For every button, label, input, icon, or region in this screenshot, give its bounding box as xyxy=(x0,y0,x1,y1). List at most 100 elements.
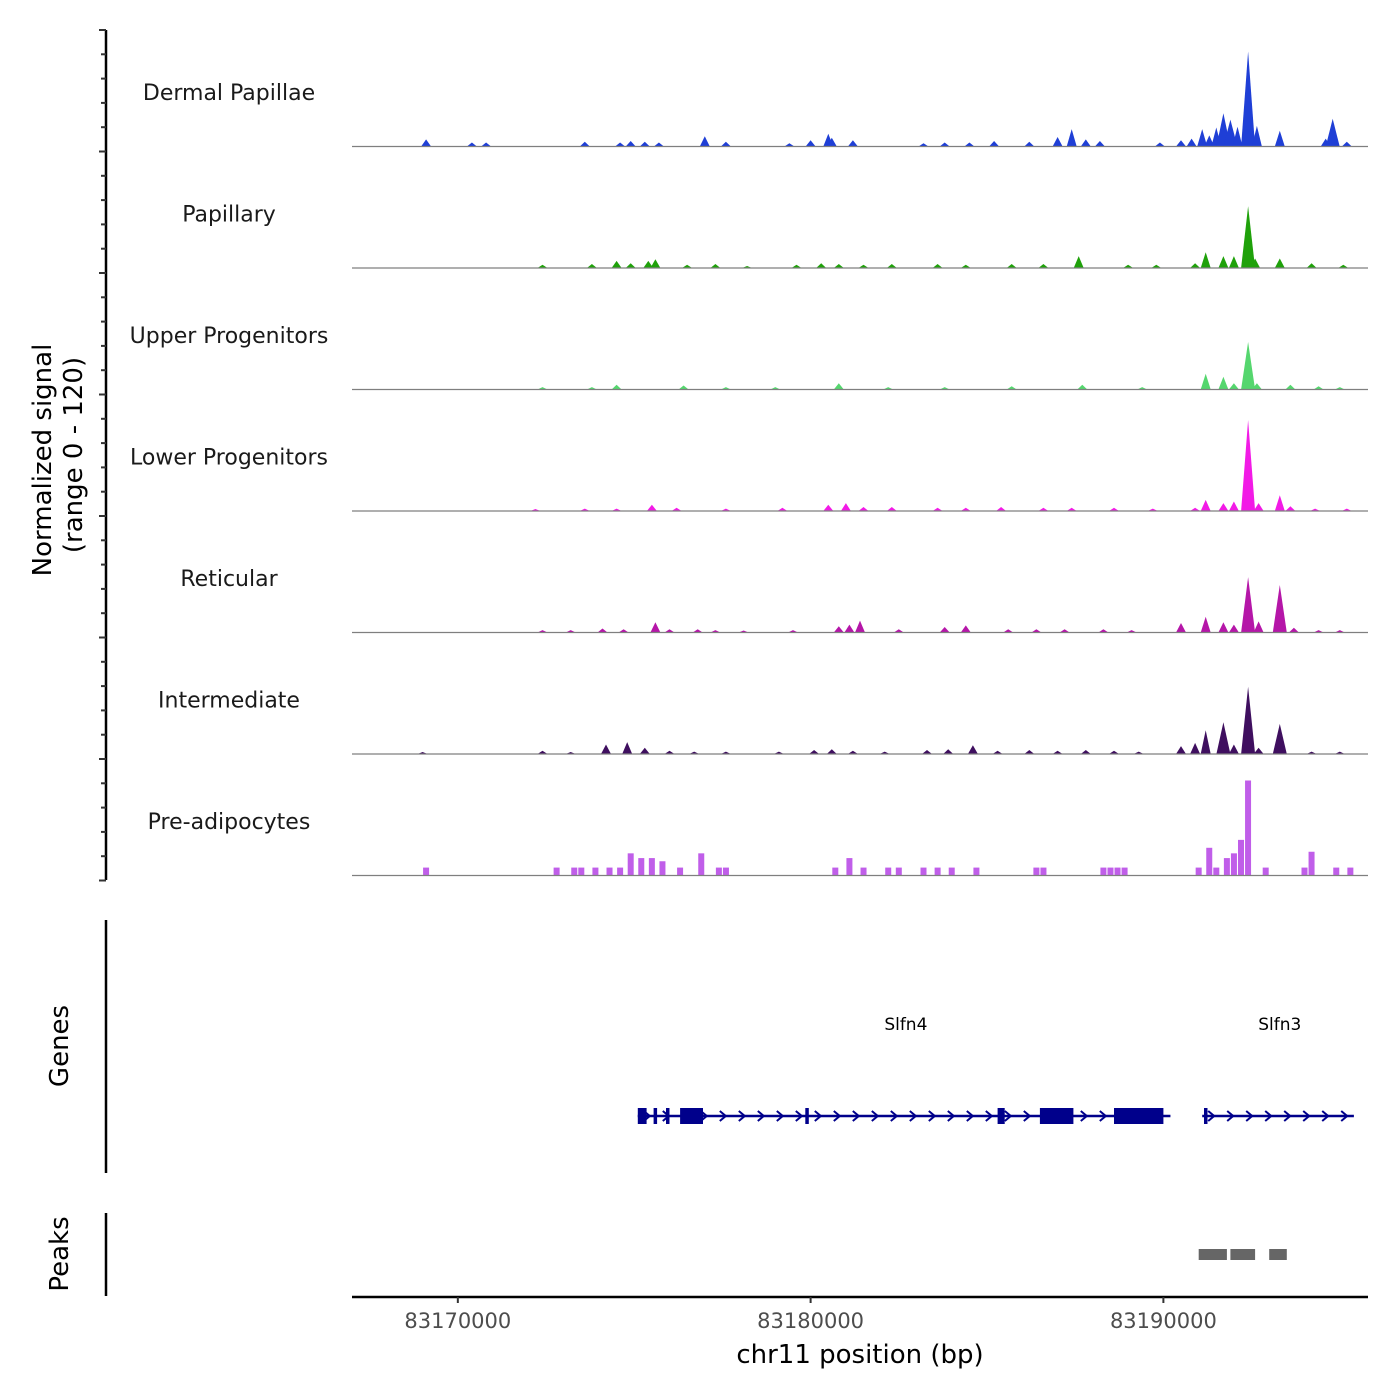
strand-arrow xyxy=(814,1110,823,1122)
signal-peak xyxy=(1077,384,1088,390)
signal-peak xyxy=(809,750,820,754)
coverage-tracks: Dermal Papillae Papillary Upper Progenitor… xyxy=(130,51,1368,877)
gene-exon xyxy=(653,1108,658,1124)
signal-peak xyxy=(1313,386,1324,390)
signal-peak xyxy=(1228,501,1239,511)
signal-peak xyxy=(805,140,816,147)
signal-peak xyxy=(1218,376,1229,390)
signal-peak xyxy=(1031,629,1042,633)
strand-arrow xyxy=(776,1110,785,1122)
signal-peak xyxy=(1241,206,1256,268)
signal-peak xyxy=(1094,141,1105,147)
signal-bar xyxy=(1033,867,1040,876)
signal-peak xyxy=(682,264,693,268)
gene-exon xyxy=(1204,1108,1208,1124)
signal-bar xyxy=(1213,867,1220,876)
signal-peak xyxy=(481,142,492,147)
strand-arrow xyxy=(833,1110,842,1122)
signal-peak xyxy=(833,626,844,633)
signal-peak xyxy=(964,142,975,147)
signal-peak xyxy=(650,259,661,268)
signal-peak xyxy=(960,625,971,633)
signal-bar xyxy=(1333,867,1340,876)
track-dermal-papillae: Dermal Papillae xyxy=(143,51,1368,148)
signal-peak xyxy=(1253,747,1264,754)
signal-peak xyxy=(1059,629,1070,633)
signal-peak xyxy=(1176,623,1186,633)
signal-peak xyxy=(597,628,608,633)
signal-peak xyxy=(1038,507,1049,511)
signal-bar xyxy=(973,867,980,876)
signal-peak xyxy=(858,507,869,511)
signal-peak xyxy=(1251,383,1262,390)
signal-peak xyxy=(893,629,904,633)
strand-arrow xyxy=(985,1110,994,1122)
signal-peak xyxy=(1052,137,1063,147)
signal-peak xyxy=(939,142,950,147)
track-upper-progenitors: Upper Progenitors xyxy=(130,324,1368,391)
signal-peak xyxy=(1200,252,1211,268)
gene-exon xyxy=(1114,1108,1164,1124)
signal-peak xyxy=(537,750,548,754)
strand-arrow xyxy=(1245,1110,1254,1122)
signal-peak xyxy=(1228,744,1239,754)
signal-bar xyxy=(1238,839,1244,876)
y-axis-title: Normalized signal (range 0 - 120) xyxy=(28,344,89,577)
track-papillary: Papillary xyxy=(182,203,1368,269)
strand-arrow xyxy=(1023,1110,1032,1122)
track-label: Lower Progenitors xyxy=(130,446,328,471)
signal-bar xyxy=(578,867,585,876)
signal-peak xyxy=(664,629,675,633)
signal-bar xyxy=(920,867,927,876)
x-axis-ticks: 83170000 83180000 83190000 xyxy=(404,1297,1217,1333)
signal-peak xyxy=(1186,138,1197,147)
track-intermediate: Intermediate xyxy=(158,686,1368,755)
signal-peak xyxy=(1274,130,1285,147)
signal-peak xyxy=(844,624,855,633)
signal-peak xyxy=(650,622,661,633)
signal-peak xyxy=(1197,129,1208,147)
signal-peak xyxy=(939,627,950,633)
signal-bar xyxy=(846,858,853,876)
strand-arrow xyxy=(966,1110,975,1122)
signal-bar xyxy=(571,867,578,876)
x-tick-label: 83170000 xyxy=(404,1309,511,1333)
genes-panel-label: Genes xyxy=(45,1005,75,1087)
signal-peak xyxy=(710,264,721,268)
signal-bar xyxy=(698,853,705,876)
signal-peak xyxy=(537,264,548,268)
gene-exon xyxy=(637,1108,647,1124)
signal-bar xyxy=(860,867,867,876)
gene-exon xyxy=(680,1108,703,1124)
signal-peak xyxy=(601,744,611,754)
signal-peak xyxy=(671,507,682,511)
signal-peak xyxy=(1200,373,1211,390)
signal-bar xyxy=(1245,780,1252,876)
signal-bar xyxy=(1262,867,1269,876)
signal-bar xyxy=(1114,867,1121,876)
x-axis-title: chr11 position (bp) xyxy=(736,1340,983,1370)
signal-peak xyxy=(1066,129,1077,147)
strand-arrow xyxy=(1099,1110,1108,1122)
signal-peak xyxy=(784,143,795,147)
gene-exon xyxy=(805,1108,809,1124)
signal-peak xyxy=(996,507,1007,511)
signal-peak xyxy=(1123,264,1134,268)
signal-peak xyxy=(1253,621,1264,633)
signal-peak xyxy=(967,745,978,754)
strand-arrow xyxy=(1302,1110,1311,1122)
x-tick-label: 83190000 xyxy=(1110,1309,1217,1333)
signal-peak xyxy=(1241,51,1256,147)
signal-bar xyxy=(715,867,722,876)
signal-bar xyxy=(592,867,599,876)
signal-bar xyxy=(1100,867,1107,876)
signal-bar xyxy=(1195,867,1202,876)
signal-peak xyxy=(1285,384,1296,390)
strand-arrow xyxy=(909,1110,918,1122)
signal-peak xyxy=(1216,722,1231,754)
track-pre-adipocytes: Pre-adipocytes xyxy=(148,780,1368,877)
signal-peak xyxy=(611,260,622,268)
peaks-panel-label: Peaks xyxy=(45,1216,75,1291)
signal-peak xyxy=(1176,140,1186,147)
signal-peak xyxy=(826,749,837,754)
